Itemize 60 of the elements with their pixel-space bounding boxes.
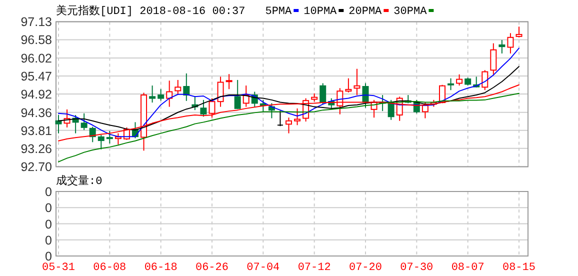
chart-title: 成交量:0 [56, 174, 102, 188]
y-tick-label: 93.26 [20, 142, 52, 156]
y-tick-label: 0 [45, 185, 52, 199]
y-tick-label: 92.70 [20, 160, 52, 174]
candlestick [354, 68, 360, 96]
legend-label: 30PMA [394, 6, 428, 18]
candlestick [276, 110, 284, 127]
candlestick [498, 40, 506, 54]
candlestick [226, 74, 232, 90]
x-tick-label: 08-07 [451, 262, 484, 274]
candlestick [158, 88, 164, 102]
line-series [58, 84, 520, 142]
candlestick [490, 42, 497, 75]
x-tick-label: 06-18 [144, 262, 178, 274]
x-tick-label: 07-30 [400, 262, 434, 274]
y-tick-label: 94.92 [20, 88, 52, 102]
candlestick [166, 80, 173, 108]
y-tick-label: 93.81 [20, 124, 52, 138]
x-tick-label: 05-31 [42, 262, 76, 274]
candlestick [456, 74, 463, 86]
y-tick-label: 0 [45, 201, 52, 216]
candlestick [294, 108, 301, 126]
y-tick-label: 0 [45, 250, 52, 264]
candlestick [98, 134, 104, 150]
candlestick [345, 78, 352, 93]
candlestick [482, 70, 488, 91]
candlestick [55, 114, 62, 134]
candlestick [448, 78, 454, 91]
x-tick-label: 06-26 [195, 262, 229, 274]
candlestick [183, 72, 190, 102]
candlestick [320, 82, 326, 105]
y-tick-label: 96.58 [20, 33, 52, 48]
x-tick-label: 06-08 [93, 262, 126, 274]
legend-label: 10PMA [304, 6, 338, 18]
candlestick [208, 98, 216, 118]
legend-label: 5PMA [265, 6, 292, 18]
legend-label: 20PMA [348, 6, 382, 18]
y-tick-label: 0 [45, 217, 52, 232]
x-tick-label: 08-15 [502, 262, 536, 274]
x-tick-label: 07-20 [348, 262, 382, 274]
candlestick [149, 85, 156, 104]
line-series [58, 92, 520, 162]
candlestick [286, 117, 292, 134]
candlestick [516, 26, 522, 38]
candlestick [388, 99, 394, 120]
chart-title: 美元指数[UDI] 2018-08-16 00:37 [56, 4, 246, 18]
y-tick-label: 0 [45, 233, 52, 248]
candlestick [80, 112, 88, 131]
y-tick-label: 95.47 [20, 70, 52, 84]
candlestick [507, 32, 514, 54]
y-tick-label: 97.13 [20, 15, 52, 30]
x-tick-label: 07-04 [246, 262, 280, 274]
x-tick-label: 07-12 [298, 262, 331, 274]
candlestick [174, 79, 182, 96]
y-tick-label: 96.02 [20, 52, 52, 66]
candlestick [217, 76, 224, 108]
candlestick [234, 79, 241, 110]
candlestick [106, 130, 113, 144]
candlestick [200, 99, 207, 118]
y-tick-label: 94.36 [20, 106, 52, 120]
